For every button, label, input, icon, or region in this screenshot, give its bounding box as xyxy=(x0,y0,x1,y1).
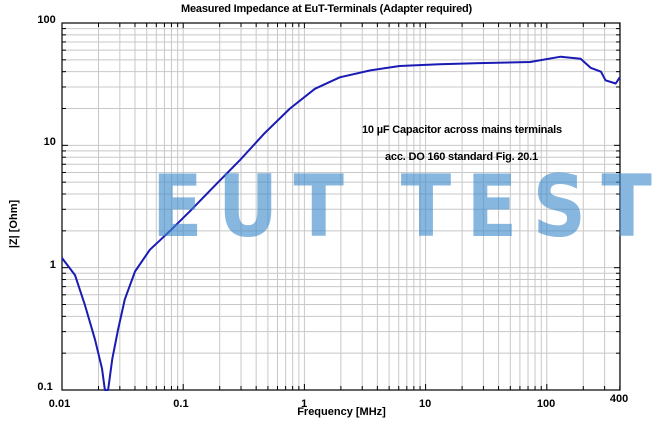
y-tick-label: 0.1 xyxy=(37,381,53,393)
watermark: EUT TEST xyxy=(152,157,653,257)
annotation-capacitor: 10 µF Capacitor across mains terminals xyxy=(362,124,562,136)
annotation-standard: acc. DO 160 standard Fig. 20.1 xyxy=(385,151,538,163)
x-tick-label: 100 xyxy=(536,398,556,410)
x-tick-label: 1 xyxy=(301,398,308,410)
x-tick-label: 400 xyxy=(609,393,629,405)
x-tick-label: 0.1 xyxy=(173,398,189,410)
chart-title: Measured Impedance at EuT-Terminals (Ada… xyxy=(181,3,472,15)
y-tick-label: 10 xyxy=(43,136,56,149)
y-axis-label: |Z| [Ohm] xyxy=(8,199,20,249)
plot-frame xyxy=(61,22,621,391)
x-axis-label: Frequency [MHz] xyxy=(297,406,386,418)
y-tick-label: 100 xyxy=(37,14,56,26)
x-tick-label: 10 xyxy=(419,398,432,410)
y-tick-label: 1 xyxy=(49,258,56,271)
x-tick-label: 0.01 xyxy=(48,398,71,410)
impedance-curve xyxy=(61,55,621,391)
